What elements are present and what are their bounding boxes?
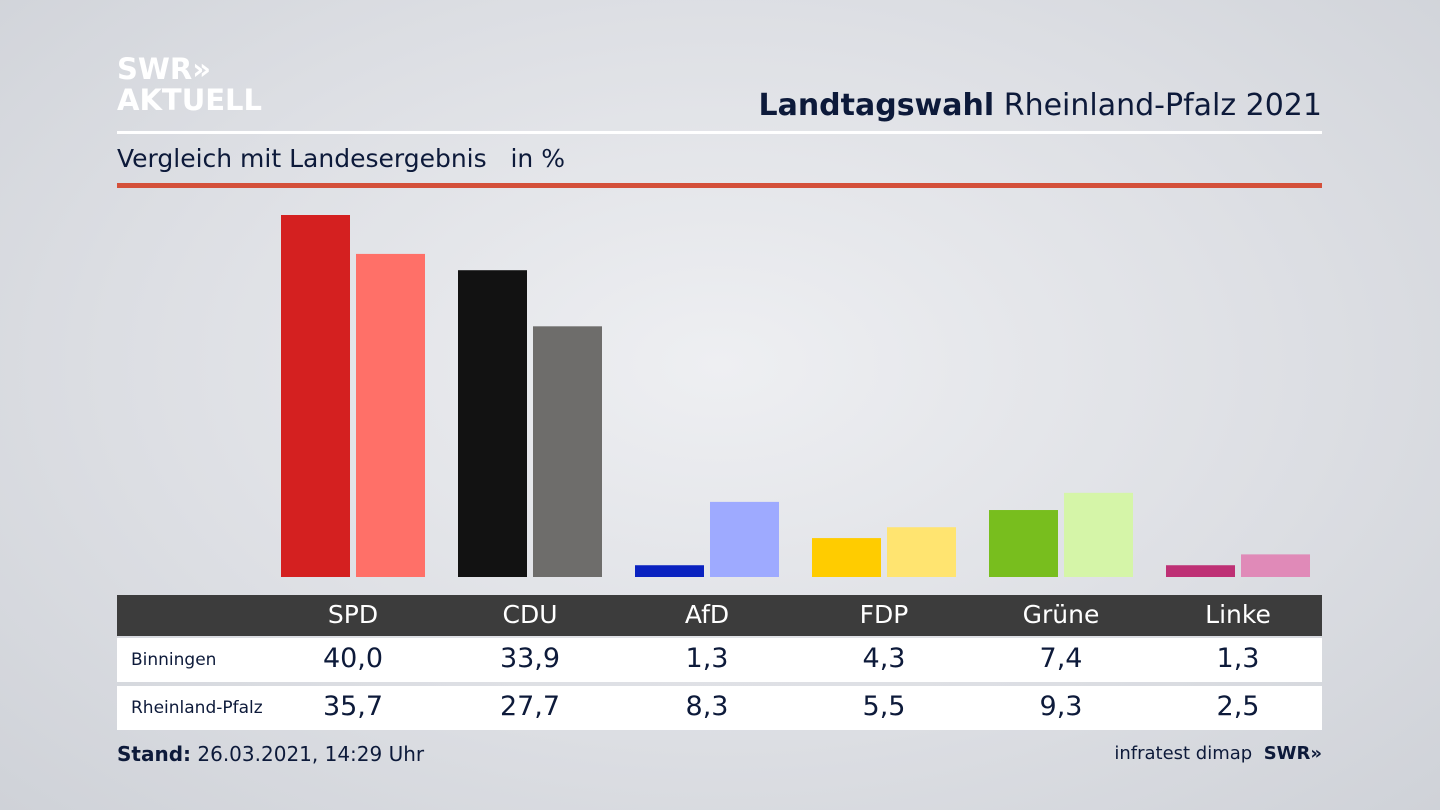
value-label: 35,7 bbox=[322, 691, 384, 722]
bar-grüne-binningen bbox=[989, 510, 1058, 577]
divider bbox=[117, 131, 1322, 134]
subtitle: Vergleich mit Landesergebnis in % bbox=[117, 144, 565, 173]
page-title: Landtagswahl Rheinland-Pfalz 2021 bbox=[758, 88, 1322, 123]
bar-linke-binningen bbox=[1166, 565, 1235, 577]
value-label: 33,9 bbox=[499, 643, 561, 674]
bar-fdp-rlp bbox=[887, 527, 956, 577]
table-row: Rheinland-Pfalz 35,7 27,7 8,3 5,5 9,3 2,5 bbox=[117, 686, 1322, 730]
value-label: 7,4 bbox=[1039, 643, 1083, 674]
column-header: Grüne bbox=[1022, 600, 1100, 629]
bar-cdu-rlp bbox=[533, 326, 602, 577]
bar-fdp-binningen bbox=[812, 538, 881, 577]
swr-logo: SWR» bbox=[1263, 743, 1322, 764]
value-label: 8,3 bbox=[685, 691, 729, 722]
bar-spd-rlp bbox=[356, 253, 425, 578]
bar-spd-binningen bbox=[281, 215, 350, 577]
column-header: Linke bbox=[1205, 600, 1271, 629]
bar-afd-rlp bbox=[710, 501, 779, 577]
column-header: AfD bbox=[684, 600, 730, 629]
bar-grüne-rlp bbox=[1064, 492, 1133, 577]
swr-aktuell-logo: SWR» AKTUELL bbox=[117, 52, 263, 117]
value-label: 1,3 bbox=[685, 643, 729, 674]
table-row: Binningen 40,0 33,9 1,3 4,3 7,4 1,3 bbox=[117, 638, 1322, 682]
value-label: 2,5 bbox=[1216, 691, 1260, 722]
column-header: SPD bbox=[327, 600, 379, 629]
bar-cdu-binningen bbox=[458, 270, 527, 577]
timestamp: Stand: 26.03.2021, 14:29 Uhr bbox=[117, 742, 425, 766]
value-label: 9,3 bbox=[1039, 691, 1083, 722]
value-label: 1,3 bbox=[1216, 643, 1260, 674]
value-label: 5,5 bbox=[862, 691, 906, 722]
table-header: SPD CDU AfD FDP Grüne Linke bbox=[117, 595, 1322, 636]
accent-divider bbox=[117, 183, 1322, 188]
value-label: 40,0 bbox=[322, 643, 384, 674]
row-label: Rheinland-Pfalz bbox=[131, 698, 263, 718]
bar-afd-binningen bbox=[635, 565, 704, 577]
source: infratest dimap SWR» bbox=[1114, 743, 1322, 764]
row-label: Binningen bbox=[131, 650, 217, 670]
column-header: CDU bbox=[502, 600, 558, 629]
value-label: 4,3 bbox=[862, 643, 906, 674]
value-label: 27,7 bbox=[499, 691, 561, 722]
bar-linke-rlp bbox=[1241, 554, 1310, 577]
column-header: FDP bbox=[859, 600, 909, 629]
